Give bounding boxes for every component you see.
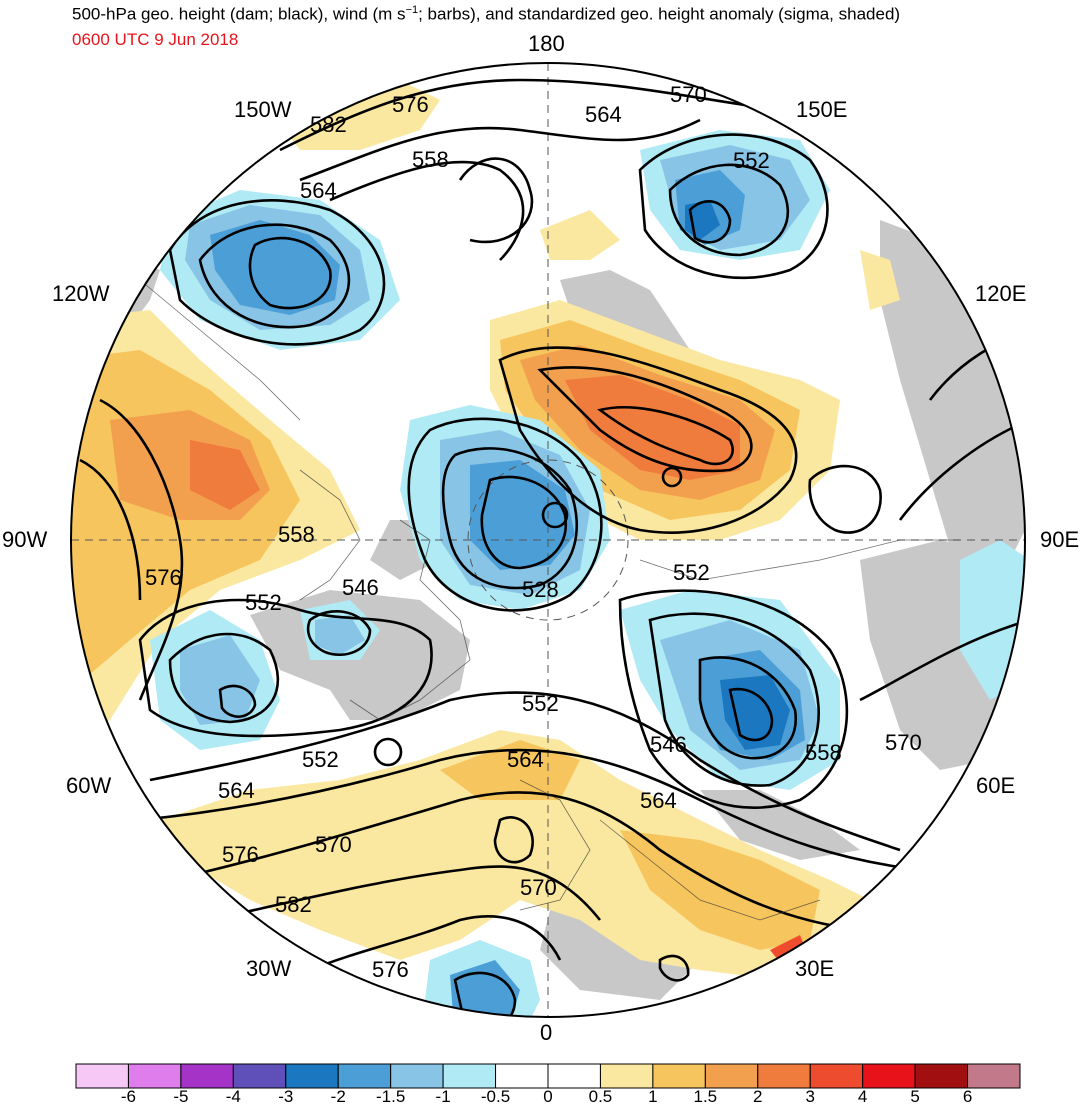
contour-label: 570 bbox=[520, 875, 557, 900]
colorbar-tick-label: -1.5 bbox=[376, 1087, 406, 1106]
positive-anomaly-layer bbox=[71, 80, 900, 980]
height-contours bbox=[79, 78, 1025, 1017]
colorbar-box bbox=[495, 1063, 549, 1089]
contour-label: 570 bbox=[315, 832, 352, 857]
colorbar-tick-label: -6 bbox=[120, 1087, 136, 1106]
colorbar-box bbox=[809, 1063, 864, 1089]
contour-label: 546 bbox=[650, 732, 687, 757]
contour-label: 552 bbox=[245, 590, 282, 615]
contour-label: 558 bbox=[278, 522, 315, 547]
colorbar-tick-label: 0 bbox=[543, 1087, 553, 1106]
colorbar-tick-label: -4 bbox=[225, 1087, 241, 1106]
colorbar-box bbox=[547, 1063, 601, 1089]
contour-label: 564 bbox=[640, 788, 677, 813]
contour-label: 564 bbox=[507, 747, 544, 772]
colorbar-box bbox=[914, 1063, 969, 1089]
contour-label: 552 bbox=[733, 148, 770, 173]
longitude-label-180: 180 bbox=[528, 31, 565, 56]
contour-label: 558 bbox=[805, 740, 842, 765]
contour-label: 552 bbox=[673, 560, 710, 585]
contour-label: 576 bbox=[392, 92, 429, 117]
colorbar-box bbox=[232, 1063, 287, 1089]
longitude-label-60e: 60E bbox=[976, 773, 1016, 798]
longitude-label-150w: 150W bbox=[234, 97, 292, 122]
colorbar-box bbox=[599, 1063, 654, 1089]
colorbar-tick-label: -1 bbox=[435, 1087, 451, 1106]
colorbar-box bbox=[704, 1063, 759, 1089]
contour-label: 582 bbox=[275, 892, 312, 917]
contour-label: 564 bbox=[300, 178, 337, 203]
colorbar-tick-label: 1.5 bbox=[693, 1087, 718, 1106]
colorbar-tick-label: 3 bbox=[805, 1087, 815, 1106]
colorbar-tick-label: 4 bbox=[857, 1087, 868, 1106]
colorbar-tick-label: 6 bbox=[962, 1087, 973, 1106]
colorbar-box bbox=[967, 1063, 1021, 1089]
contour-label: 576 bbox=[372, 957, 409, 982]
longitude-label-0: 0 bbox=[540, 1020, 553, 1045]
longitude-label-60w: 60W bbox=[66, 773, 112, 798]
contour-label: 564 bbox=[218, 778, 255, 803]
graticule bbox=[71, 63, 1025, 1017]
contour-labels: 582 576 570 564 558 564 552 558 576 552 … bbox=[145, 82, 922, 982]
colorbar-tick-label: 5 bbox=[910, 1087, 920, 1106]
contour-label: 570 bbox=[670, 82, 707, 107]
colorbar-box bbox=[652, 1063, 706, 1089]
colorbar-boxes bbox=[75, 1063, 1021, 1089]
contour-label: 528 bbox=[522, 577, 559, 602]
longitude-label-120e: 120E bbox=[975, 281, 1027, 306]
contour-label: 576 bbox=[222, 842, 259, 867]
contour-label: 582 bbox=[310, 112, 347, 137]
colorbar-tick-label: -0.5 bbox=[480, 1087, 511, 1106]
contour-label: 558 bbox=[412, 147, 449, 172]
contour-label: 570 bbox=[885, 730, 922, 755]
colorbar-box bbox=[442, 1063, 497, 1089]
colorbar-tick-label: -2 bbox=[330, 1087, 346, 1106]
valid-time: 0600 UTC 9 Jun 2018 bbox=[72, 30, 239, 49]
contour-label: 552 bbox=[302, 747, 339, 772]
coastlines bbox=[139, 279, 960, 921]
colorbar-box bbox=[180, 1063, 234, 1089]
contour-label: 564 bbox=[585, 102, 622, 127]
longitude-label-90w: 90W bbox=[2, 527, 48, 552]
contour-label: 552 bbox=[522, 691, 559, 716]
colorbar-box bbox=[285, 1063, 339, 1089]
colorbar-box bbox=[390, 1063, 444, 1089]
colorbar-box bbox=[862, 1063, 916, 1089]
colorbar-tick-label: 0.5 bbox=[588, 1087, 613, 1106]
colorbar-box bbox=[127, 1063, 182, 1089]
map-border bbox=[70, 62, 1026, 1018]
longitude-label-30e: 30E bbox=[795, 956, 835, 981]
map-disk bbox=[71, 63, 1025, 1017]
colorbar-tick-label: -3 bbox=[278, 1087, 294, 1106]
map-title: 500-hPa geo. height (dam; black), wind (… bbox=[72, 4, 901, 24]
longitude-label-90e: 90E bbox=[1040, 527, 1080, 552]
longitude-label-120w: 120W bbox=[52, 281, 110, 306]
contour-label: 576 bbox=[145, 565, 182, 590]
longitude-label-30w: 30W bbox=[246, 956, 292, 981]
colorbar-tick-label: 1 bbox=[648, 1087, 658, 1106]
longitude-label-150e: 150E bbox=[796, 97, 848, 122]
colorbar-box bbox=[757, 1063, 811, 1089]
colorbar-box bbox=[337, 1063, 392, 1089]
colorbar-box bbox=[75, 1063, 129, 1089]
colorbar-tick-label: -5 bbox=[173, 1087, 189, 1106]
colorbar-tick-label: 2 bbox=[753, 1087, 763, 1106]
contour-label: 546 bbox=[342, 575, 379, 600]
